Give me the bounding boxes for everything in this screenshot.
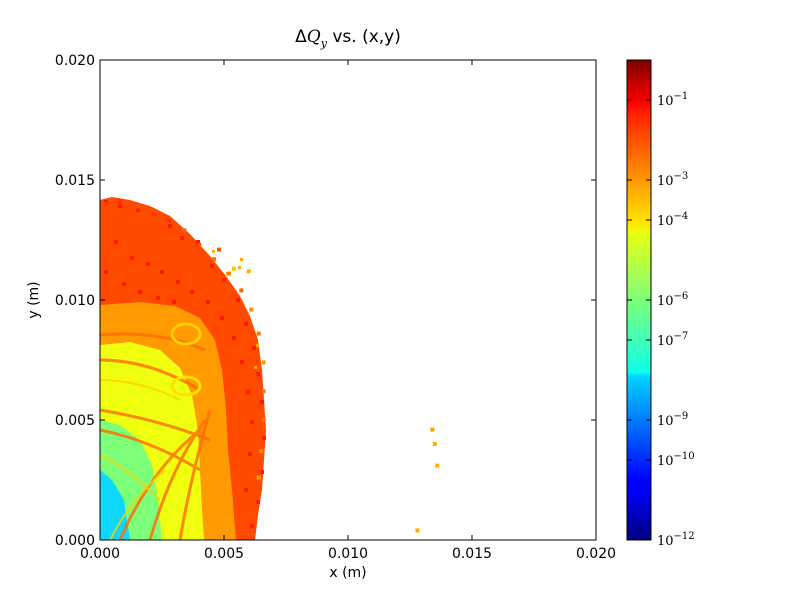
data-point [249,307,254,312]
data-point [256,331,261,336]
data-point [152,211,157,216]
data-point [430,427,435,432]
x-axis: 0.000 0.005 0.010 0.015 0.020 [80,60,616,562]
data-point [415,528,420,533]
colorbar-tick-label: 10−7 [657,331,688,349]
y-axis-label: y (m) [26,281,42,318]
data-point [246,269,251,274]
chart-title: ΔQy vs. (x,y) [295,27,401,50]
data-point [435,463,440,468]
scatter-density [100,197,266,540]
data-point [102,202,107,206]
data-point [197,242,202,247]
density-region-low [100,470,130,540]
data-point [261,418,266,422]
colorbar-tick-label: 10−10 [657,451,695,469]
colorbar-tick-label: 10−4 [657,211,688,229]
x-tick-label: 0.015 [452,546,492,562]
data-point [217,247,222,252]
data-point [135,204,140,209]
data-point [212,257,217,262]
y-tick-label: 0.015 [55,173,95,189]
colorbar-tick-label: 10−3 [657,171,688,189]
data-point [239,288,244,293]
data-point [259,449,264,454]
colorbar-tick-label: 10−6 [657,291,688,309]
data-point [261,389,266,394]
data-point [117,199,122,204]
y-tick-label: 0.010 [55,293,95,309]
colorbar-tick-label: 10−12 [657,531,695,549]
data-point [432,442,437,446]
y-tick-label: 0.005 [55,413,95,429]
colorbar-tick-label: 10−1 [657,91,688,109]
y-axis: 0.000 0.005 0.010 0.015 0.020 [55,53,596,549]
data-point [231,266,236,271]
data-point [182,228,187,233]
colorbar-tick-label: 10−9 [657,411,688,429]
x-axis-label: x (m) [329,565,366,581]
x-tick-label: 0.020 [576,546,616,562]
data-point [261,360,266,365]
data-point [167,218,172,223]
y-tick-label: 0.020 [55,53,95,69]
data-point [226,271,231,276]
data-point [256,475,261,480]
x-tick-label: 0.000 [80,546,120,562]
x-tick-label: 0.010 [328,546,368,562]
x-tick-label: 0.005 [204,546,244,562]
y-tick-label: 0.000 [55,533,95,549]
colorbar-ticks: 10−1 10−3 10−4 10−6 10−7 10−9 10−10 10−12 [627,91,695,549]
scatter-points [102,199,440,533]
